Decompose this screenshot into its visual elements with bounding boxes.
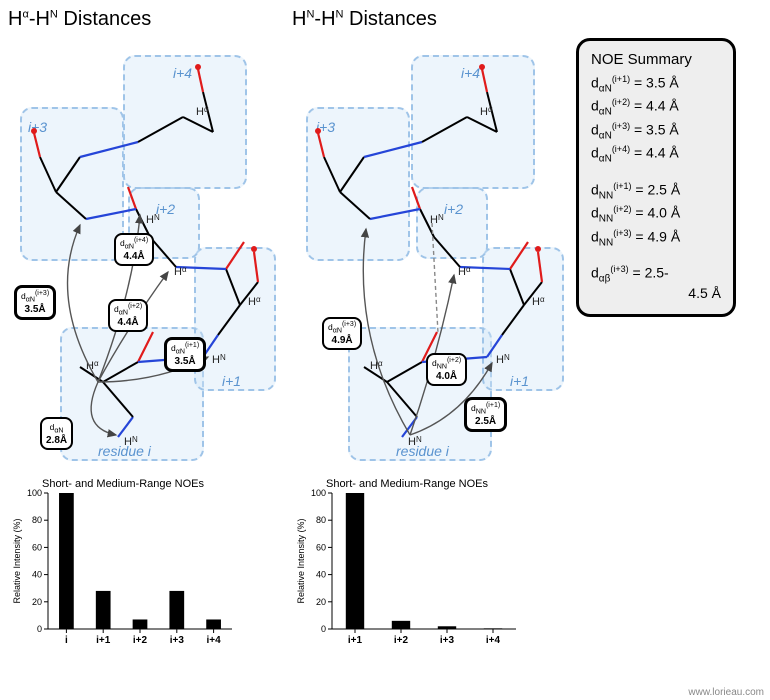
svg-text:40: 40 <box>32 570 42 580</box>
svg-text:20: 20 <box>32 597 42 607</box>
svg-text:Hα: Hα <box>86 359 99 372</box>
svg-text:80: 80 <box>32 515 42 525</box>
svg-text:100: 100 <box>311 488 326 498</box>
svg-text:HN: HN <box>430 213 444 226</box>
svg-text:Hα: Hα <box>248 295 261 308</box>
svg-text:i+1: i+1 <box>348 635 363 646</box>
svg-text:Hα: Hα <box>458 265 471 278</box>
bar-i+2 <box>133 619 148 629</box>
svg-text:Hα: Hα <box>480 105 493 118</box>
bar-i+2 <box>392 621 410 629</box>
bar-i+4 <box>206 619 221 629</box>
svg-text:Hα: Hα <box>174 265 187 278</box>
right-title: HN-HN Distances <box>292 8 572 31</box>
svg-text:HN: HN <box>212 353 226 366</box>
d-aN-ip3: dαN(i+3)4.9Å <box>322 317 362 350</box>
left-diagram: residue ii+1i+2i+3i+4 <box>8 37 278 467</box>
svg-text:0: 0 <box>321 624 326 634</box>
svg-text:Relative Intensity (%): Relative Intensity (%) <box>296 518 306 603</box>
bar-i <box>59 493 74 629</box>
svg-text:i+1: i+1 <box>96 635 111 646</box>
chart-title: Short- and Medium-Range NOEs <box>326 478 489 490</box>
svg-text:i+4: i+4 <box>207 635 222 646</box>
noe-summary-panel: NOE Summary dαN(i+1) = 3.5 Å dαN(i+2) = 4.… <box>576 38 736 317</box>
bar-i+3 <box>438 626 456 629</box>
summary-row: dαN(i+4) = 4.4 Å <box>591 144 721 164</box>
d-aN-ip3: dαN(i+3)3.5Å <box>14 285 56 320</box>
d-aN-ip1: dαN(i+1)3.5Å <box>164 337 206 372</box>
left-title: Hα-HN Distances <box>8 8 288 31</box>
svg-text:60: 60 <box>316 542 326 552</box>
d-aN-ip4: dαN(i+4)4.4Å <box>114 233 154 266</box>
right-diagram: residue ii+1i+2i+3i+4 <box>292 37 562 467</box>
svg-text:i+2: i+2 <box>133 635 148 646</box>
svg-text:100: 100 <box>27 488 42 498</box>
summary-row: dαN(i+3) = 3.5 Å <box>591 121 721 141</box>
svg-text:HN: HN <box>496 353 510 366</box>
d-NN-ip2: dNN(i+2)4.0Å <box>426 353 467 386</box>
chart-title: Short- and Medium-Range NOEs <box>42 478 205 490</box>
footer-credit: www.lorieau.com <box>688 687 764 698</box>
summary-row: dNN(i+2) = 4.0 Å <box>591 204 721 224</box>
svg-text:HN: HN <box>124 435 138 448</box>
bar-i+3 <box>169 591 184 629</box>
svg-text:Relative Intensity (%): Relative Intensity (%) <box>12 518 22 603</box>
svg-text:HN: HN <box>146 213 160 226</box>
d-aN-ip2: dαN(i+2)4.4Å <box>108 299 148 332</box>
svg-text:Hα: Hα <box>532 295 545 308</box>
svg-text:40: 40 <box>316 570 326 580</box>
bar-i+1 <box>96 591 111 629</box>
summary-title: NOE Summary <box>591 51 721 68</box>
summary-row: dαN(i+1) = 3.5 Å <box>591 74 721 94</box>
svg-text:Hα: Hα <box>370 359 383 372</box>
svg-text:Hα: Hα <box>196 105 209 118</box>
left-chart: Short- and Medium-Range NOEs 0 20 40 60 80 100… <box>8 475 238 655</box>
svg-text:20: 20 <box>316 597 326 607</box>
summary-row: dαN(i+2) = 4.4 Å <box>591 97 721 117</box>
svg-text:i: i <box>65 635 68 646</box>
summary-row: dNN(i+3) = 4.9 Å <box>591 228 721 248</box>
svg-text:i+4: i+4 <box>486 635 501 646</box>
bar-i+4 <box>484 628 502 629</box>
svg-text:i+3: i+3 <box>170 635 185 646</box>
summary-row: dNN(i+1) = 2.5 Å <box>591 181 721 201</box>
d-NN-ip1: dNN(i+1)2.5Å <box>464 397 507 432</box>
svg-text:i+3: i+3 <box>440 635 455 646</box>
right-chart: Short- and Medium-Range NOEs 0 20 40 60 80 100… <box>292 475 522 655</box>
svg-text:80: 80 <box>316 515 326 525</box>
bar-i+1 <box>346 493 364 629</box>
svg-text:HN: HN <box>408 435 422 448</box>
svg-text:i+2: i+2 <box>394 635 409 646</box>
svg-text:0: 0 <box>37 624 42 634</box>
svg-text:60: 60 <box>32 542 42 552</box>
d-aN: dαN2.8Å <box>40 417 73 450</box>
summary-row: dαβ(i+3) = 2.5-4.5 Å <box>591 264 721 300</box>
